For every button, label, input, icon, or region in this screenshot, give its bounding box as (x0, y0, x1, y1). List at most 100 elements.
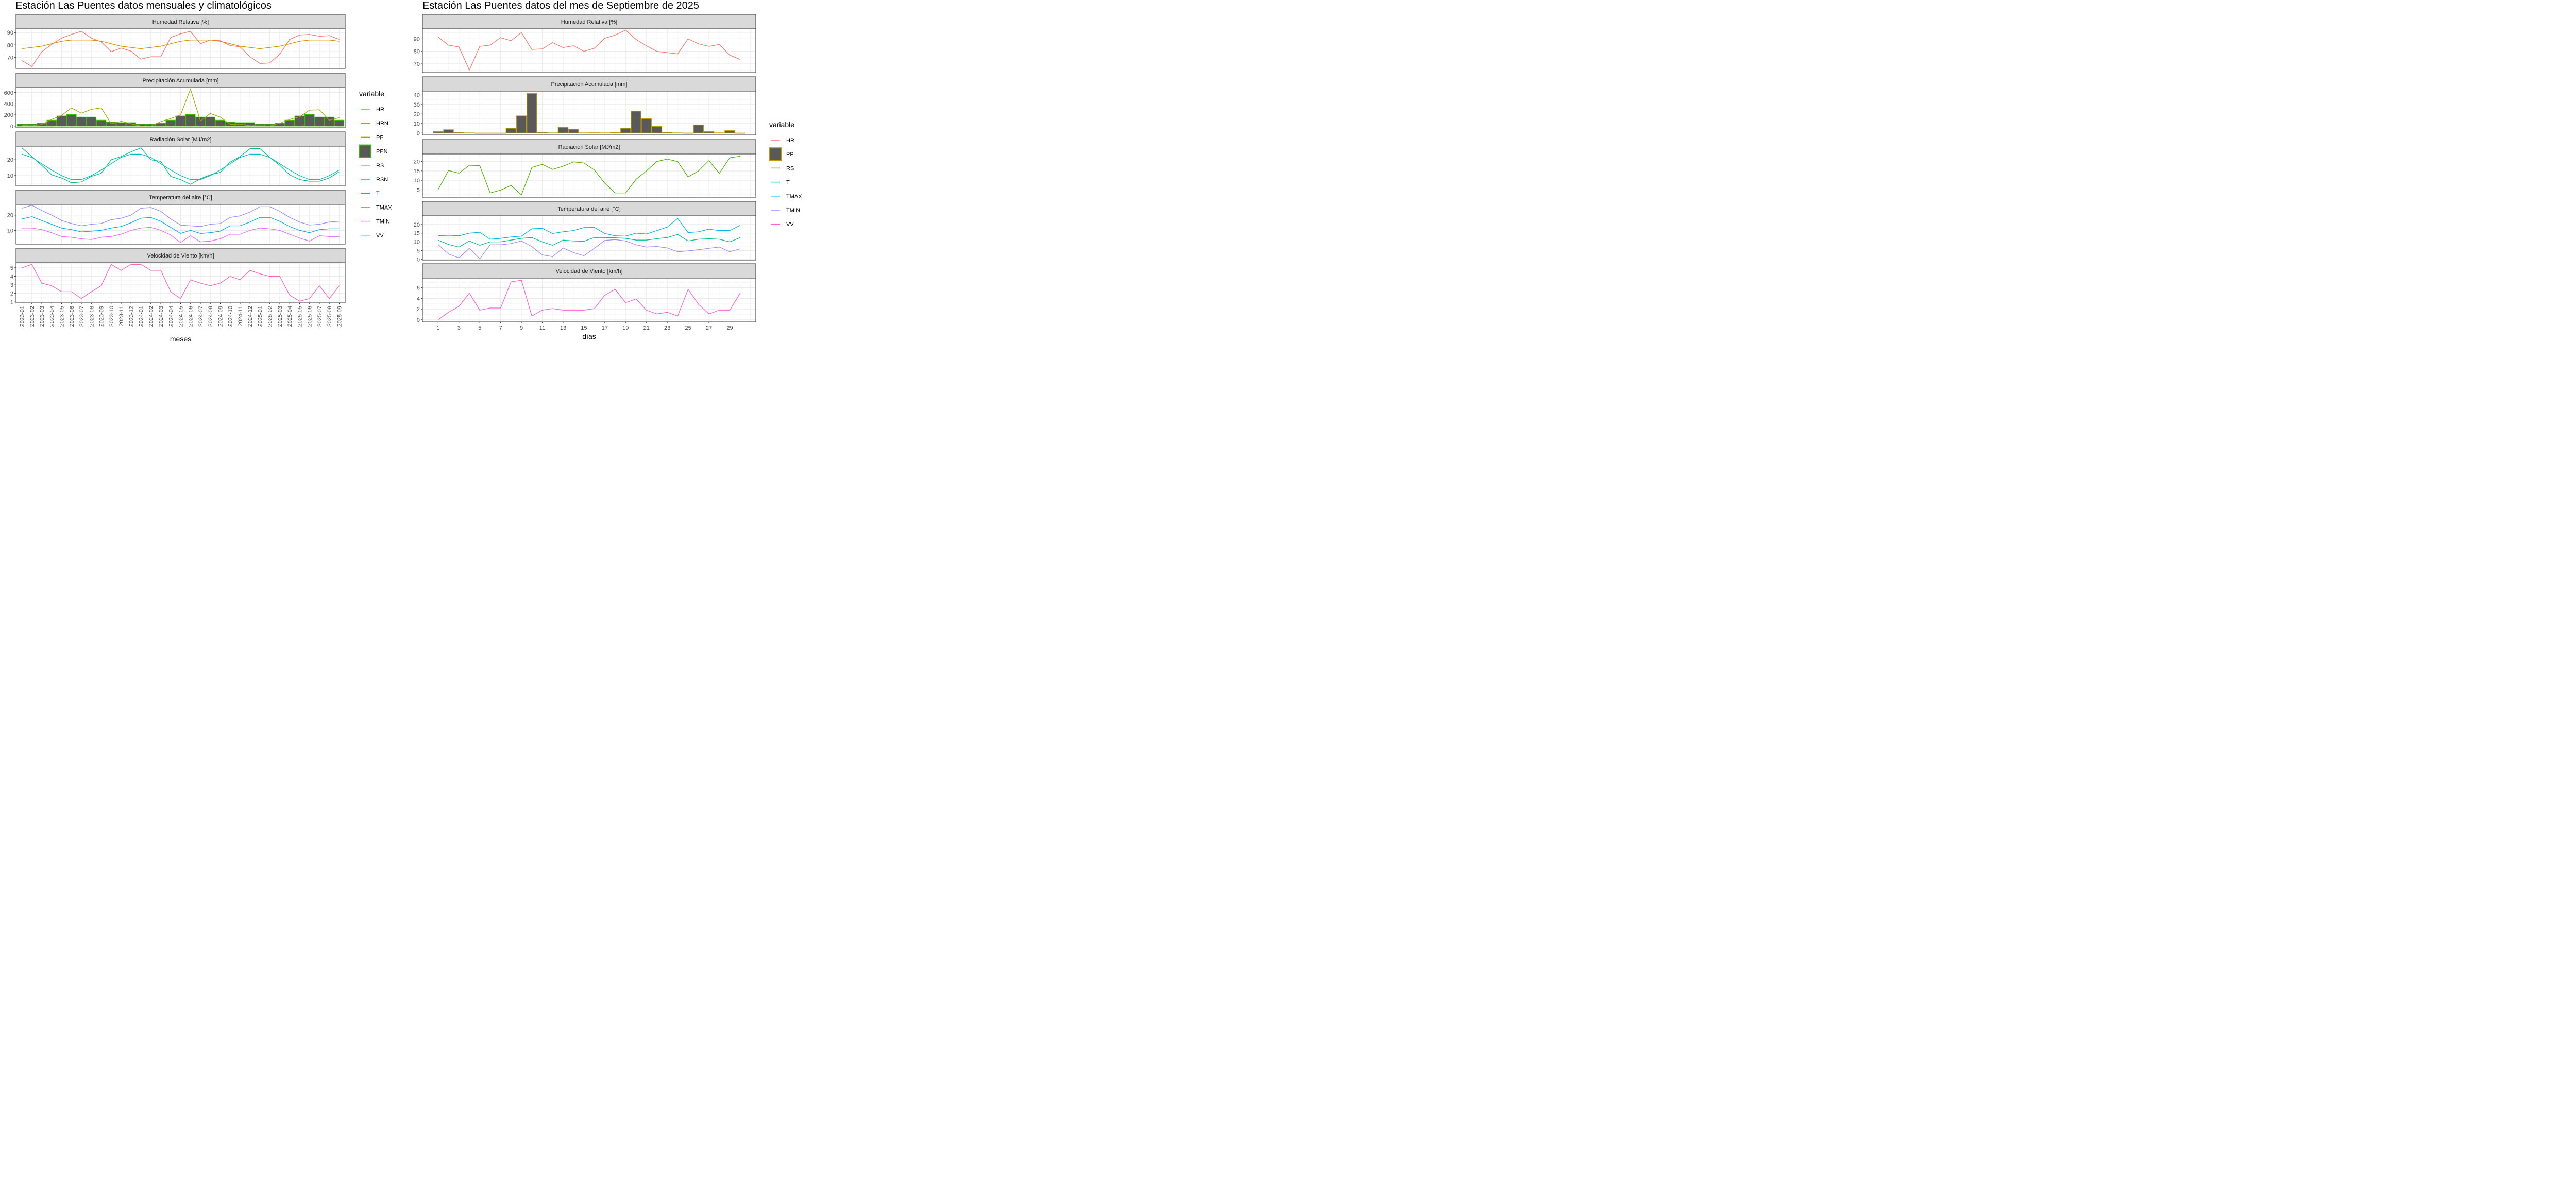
bar-PP (641, 118, 652, 133)
x-tick-label: 2025-03 (277, 306, 283, 327)
panel-background (422, 29, 756, 73)
x-axis-title: días (582, 332, 596, 340)
series-line-TMAX (438, 218, 740, 240)
y-tick-label: 30 (414, 102, 420, 108)
bar-PP (527, 93, 537, 133)
legend-label-VV: VV (786, 221, 794, 228)
x-tick-label: 2023-04 (49, 306, 55, 327)
y-tick-label: 10 (414, 239, 420, 246)
bar-PPN (324, 116, 334, 127)
y-tick-label: 4 (417, 296, 420, 302)
x-tick-label: 2025-02 (267, 306, 274, 327)
panel-4: Temperatura del aire [°C] 0 5 10 15 20 (414, 201, 756, 263)
y-tick-label: 2 (417, 306, 420, 313)
strip-label: Precipitación Acumulada [mm] (143, 78, 219, 84)
panel-4: Temperatura del aire [°C] 10 20 (7, 190, 346, 245)
legend-label-RS: RS (786, 165, 794, 172)
x-tick-label: 2023-03 (39, 306, 45, 327)
panel-2: Precipitación Acumulada [mm] 0 10 20 30 40 (414, 76, 756, 136)
legend-label-HR: HR (786, 138, 794, 144)
right-chart: Humedad Relativa [%]708090Precipitación … (414, 14, 802, 340)
bar-PP (620, 128, 631, 133)
bar-PP (453, 132, 464, 133)
strip-label: Temperatura del aire [°C] (149, 195, 212, 201)
x-tick-label: 2023-12 (128, 306, 134, 327)
bar-PPN (156, 123, 166, 127)
bar-PP (505, 128, 517, 133)
panel-border (422, 28, 756, 73)
legend-label-T: T (376, 191, 380, 197)
y-tick-label: 2 (10, 291, 13, 297)
bar-PPN (275, 123, 285, 127)
panel-background (422, 216, 756, 260)
x-tick-label: 7 (499, 325, 502, 331)
y-tick-label: 20 (414, 111, 420, 117)
x-tick-label: 2025-06 (307, 306, 313, 327)
x-tick-label: 2023-10 (109, 306, 115, 327)
panel-strip (422, 76, 756, 92)
y-tick-label: 40 (414, 92, 420, 98)
x-tick-label: 2023-08 (89, 306, 95, 327)
legend: variable HR HRN PP PPN RS RSN T TMAX TMIN VV (359, 90, 392, 239)
panel-border (422, 278, 756, 322)
legend-label-TMAX: TMAX (786, 194, 802, 200)
x-tick-label: 2023-06 (69, 306, 75, 327)
y-tick-label: 1 (10, 299, 13, 305)
x-tick-label: 2024-03 (158, 306, 164, 327)
x-tick-label: 2023-11 (118, 306, 125, 327)
series-line-PP (22, 89, 340, 127)
y-tick-label: 80 (414, 49, 420, 55)
bar-PP (631, 111, 641, 133)
bar-PPN (86, 116, 97, 127)
panel-strip (15, 14, 346, 29)
panel-border (15, 28, 346, 69)
x-tick-label: 2024-10 (228, 306, 234, 327)
panel-border (422, 91, 756, 135)
x-tick-label: 13 (560, 325, 566, 331)
x-tick-label: 2025-07 (317, 306, 323, 327)
legend-label-TMAX: TMAX (376, 204, 392, 211)
legend-label-HR: HR (376, 107, 384, 113)
x-tick-label: 29 (726, 325, 733, 331)
panel-5: Velocidad de Viento [km/h] 1 2 3 4 5 (10, 248, 346, 305)
x-tick-label: 2024-02 (148, 306, 155, 327)
bar-PPN (215, 119, 226, 127)
left-chart: Humedad Relativa [%] 70 80 90 Precipitación … (4, 14, 392, 341)
y-tick-label: 20 (414, 159, 420, 165)
x-tick-label: 1 (436, 325, 439, 331)
bar-PP (557, 127, 569, 133)
y-tick-label: 4 (10, 274, 13, 280)
series-line-HRN (22, 40, 340, 49)
legend-label-RS: RS (376, 163, 384, 169)
strip-label: Temperatura del aire [°C] (557, 206, 620, 212)
series-line-HR (437, 29, 740, 71)
x-tick-label: 3 (457, 325, 461, 331)
x-tick-label: 2024-04 (168, 306, 174, 327)
y-tick-label: 400 (4, 101, 13, 107)
y-tick-label: 15 (414, 168, 420, 175)
bar-PPN (56, 115, 67, 127)
bar-PP (662, 132, 673, 133)
legend: variable HR PP RS T TMAX TMIN VV (769, 121, 802, 228)
panel-strip (15, 190, 346, 205)
y-tick-label: 70 (7, 55, 13, 61)
x-tick-label: 15 (581, 325, 587, 331)
y-tick-label: 90 (7, 30, 13, 36)
x-tick-label: 2025-05 (297, 306, 303, 327)
panel-background (422, 278, 756, 322)
panel-strip (422, 14, 756, 29)
bar-PP (443, 129, 454, 133)
x-tick-label: 2024-01 (139, 306, 145, 327)
bar-PP (433, 131, 444, 133)
legend-label-T: T (786, 180, 790, 186)
y-tick-label: 90 (414, 36, 420, 42)
y-tick-label: 0 (10, 124, 13, 130)
x-tick-label: 2023-07 (79, 306, 85, 327)
x-tick-label: 2024-09 (218, 306, 224, 327)
bar-PPN (165, 119, 176, 127)
strip-label: Radiación Solar [MJ/m2] (150, 136, 212, 143)
bar-PPN (334, 119, 345, 127)
legend-label-TMIN: TMIN (786, 208, 800, 214)
strip-label: Velocidad de Viento [km/h] (147, 253, 214, 259)
